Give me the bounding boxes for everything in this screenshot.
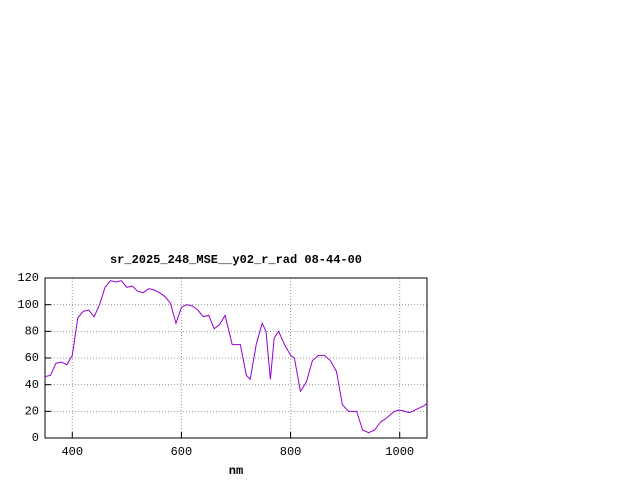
plot-frame	[44, 277, 428, 439]
x-tick-label: 400	[61, 445, 83, 459]
y-tick-label: 0	[32, 431, 39, 445]
y-tick-label: 100	[17, 298, 39, 312]
x-tick-label: 600	[171, 445, 193, 459]
y-tick-label: 120	[17, 271, 39, 285]
y-tick-label: 20	[25, 405, 39, 419]
y-tick-label: 60	[25, 351, 39, 365]
data-line	[44, 280, 428, 434]
x-axis-label: nm	[229, 464, 243, 478]
x-tick-label: 800	[280, 445, 302, 459]
y-tick-label: 40	[25, 378, 39, 392]
x-tick-label: 1000	[385, 445, 414, 459]
chart-title: sr_2025_248_MSE__y02_r_rad 08-44-00	[110, 253, 362, 267]
y-tick-label: 80	[25, 325, 39, 339]
